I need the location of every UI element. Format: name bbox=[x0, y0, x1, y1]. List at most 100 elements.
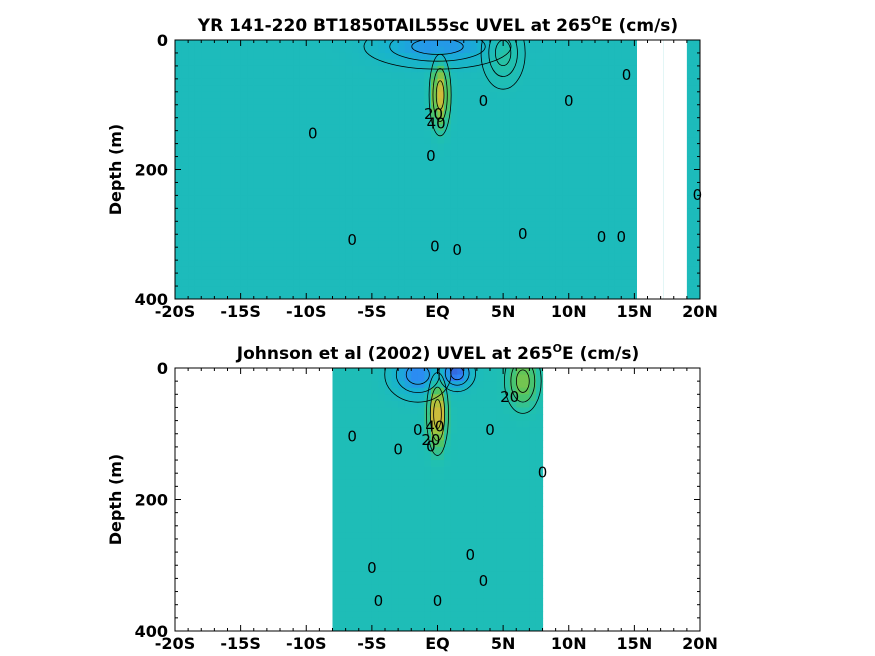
field-cell bbox=[450, 78, 458, 86]
field-cell bbox=[490, 208, 498, 216]
field-cell bbox=[181, 72, 189, 80]
field-cell bbox=[562, 234, 570, 242]
field-cell bbox=[227, 46, 235, 54]
field-cell bbox=[601, 91, 609, 99]
field-cell bbox=[417, 473, 425, 481]
field-cell bbox=[417, 78, 425, 86]
field-cell bbox=[325, 150, 334, 158]
field-cell bbox=[411, 598, 419, 606]
field-cell bbox=[234, 78, 242, 86]
field-cell bbox=[444, 460, 452, 468]
panel-1-title-main: YR 141-220 BT1850TAIL55sc UVEL at 265 bbox=[197, 16, 592, 36]
field-cell bbox=[260, 253, 268, 261]
field-cell bbox=[581, 98, 590, 106]
field-cell bbox=[325, 78, 334, 86]
field-cell bbox=[286, 52, 294, 61]
field-cell bbox=[424, 545, 432, 553]
field-cell bbox=[503, 292, 511, 299]
field-cell bbox=[450, 394, 458, 402]
field-cell bbox=[568, 117, 576, 125]
field-cell bbox=[476, 492, 485, 501]
field-cell bbox=[214, 98, 222, 106]
field-cell bbox=[542, 240, 550, 248]
field-cell bbox=[549, 40, 557, 48]
field-cell bbox=[371, 374, 380, 382]
field-cell bbox=[404, 240, 412, 248]
field-cell bbox=[444, 188, 452, 196]
field-cell bbox=[496, 286, 504, 294]
field-cell bbox=[457, 492, 465, 501]
field-cell bbox=[490, 499, 498, 507]
field-cell bbox=[371, 446, 380, 455]
field-cell bbox=[575, 72, 583, 80]
field-cell bbox=[411, 292, 419, 299]
field-cell bbox=[385, 407, 393, 415]
field-cell bbox=[378, 578, 386, 586]
field-cell bbox=[273, 111, 281, 119]
field-cell bbox=[227, 253, 235, 261]
field-cell bbox=[450, 578, 458, 586]
field-cell bbox=[358, 214, 366, 222]
field-cell bbox=[293, 117, 301, 125]
missing-data-region bbox=[637, 40, 664, 299]
field-cell bbox=[398, 571, 406, 579]
field-cell bbox=[181, 292, 189, 299]
field-cell bbox=[332, 611, 340, 619]
panel-2-title-main: Johnson et al (2002) UVEL at 265 bbox=[236, 344, 553, 364]
field-cell bbox=[339, 156, 347, 164]
field-cell bbox=[253, 40, 261, 48]
field-cell bbox=[273, 156, 281, 164]
field-cell bbox=[332, 111, 340, 119]
field-cell bbox=[496, 260, 504, 268]
field-cell bbox=[444, 552, 452, 560]
field-cell bbox=[391, 368, 399, 376]
field-cell bbox=[273, 208, 281, 216]
field-cell bbox=[496, 519, 504, 527]
field-cell bbox=[411, 150, 419, 158]
field-cell bbox=[214, 117, 222, 125]
field-cell bbox=[490, 214, 498, 222]
field-cell bbox=[437, 240, 445, 248]
field-cell bbox=[522, 260, 530, 268]
field-cell bbox=[595, 137, 603, 145]
field-cell bbox=[542, 195, 550, 203]
field-cell bbox=[207, 266, 215, 274]
field-cell bbox=[339, 234, 347, 242]
field-cell bbox=[293, 156, 301, 164]
field-cell bbox=[371, 175, 380, 184]
field-cell bbox=[437, 227, 445, 235]
field-cell bbox=[358, 78, 366, 86]
field-cell bbox=[430, 394, 439, 402]
field-cell bbox=[417, 182, 425, 190]
field-cell bbox=[483, 578, 491, 586]
field-cell bbox=[575, 98, 583, 106]
field-cell bbox=[437, 584, 445, 593]
field-cell bbox=[457, 98, 465, 106]
field-cell bbox=[332, 137, 340, 145]
field-cell bbox=[483, 124, 491, 132]
field-cell bbox=[404, 486, 412, 494]
field-cell bbox=[509, 253, 517, 261]
field-cell bbox=[450, 247, 458, 255]
field-cell bbox=[535, 273, 544, 281]
field-cell bbox=[332, 253, 340, 261]
field-cell bbox=[299, 78, 307, 86]
field-cell bbox=[299, 40, 307, 48]
field-cell bbox=[496, 137, 504, 145]
field-cell bbox=[430, 253, 439, 261]
field-cell bbox=[345, 59, 353, 67]
field-cell bbox=[529, 46, 537, 54]
field-cell bbox=[365, 486, 373, 494]
field-cell bbox=[371, 571, 380, 579]
field-cell bbox=[555, 286, 563, 294]
field-cell bbox=[595, 104, 603, 112]
contour-label: 40 bbox=[427, 115, 446, 133]
field-cell bbox=[207, 98, 215, 106]
field-cell bbox=[483, 479, 491, 487]
field-cell bbox=[562, 117, 570, 125]
field-cell bbox=[601, 46, 609, 54]
field-cell bbox=[437, 234, 445, 242]
field-cell bbox=[522, 91, 530, 99]
field-cell bbox=[207, 169, 215, 177]
field-cell bbox=[614, 221, 622, 229]
